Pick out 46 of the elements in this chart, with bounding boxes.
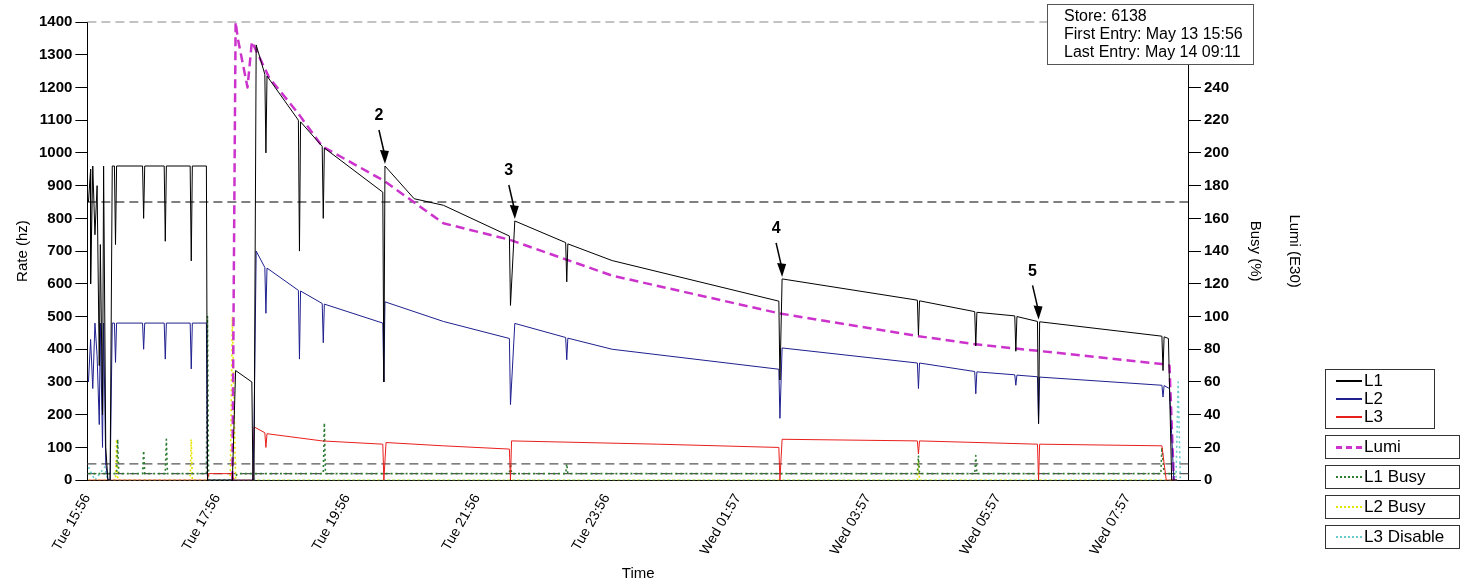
- y-tick-label: 200: [47, 404, 73, 422]
- y-tick-label: 1000: [38, 143, 73, 161]
- legend-label: L2: [1364, 389, 1383, 408]
- y-tick-label: 1400: [38, 12, 73, 30]
- y-axis-title: Rate (hz): [13, 220, 31, 282]
- annotation: Last Entry: May 14 09:11: [1064, 43, 1242, 61]
- y2-tick-label: 0: [1203, 470, 1213, 488]
- legend-label: L3 Disable: [1364, 527, 1445, 546]
- y-tick-label: 400: [47, 339, 73, 357]
- legend-label: L2 Busy: [1364, 497, 1426, 516]
- y2-tick-label: 220: [1203, 110, 1229, 128]
- y-tick-label: 800: [47, 208, 73, 226]
- annotation: Store: 6138: [1064, 7, 1148, 25]
- y-tick-label: 1300: [38, 44, 73, 62]
- y-tick-label: 1100: [39, 110, 73, 128]
- y-tick-label: 1200: [38, 77, 73, 95]
- y2-tick-label: 100: [1203, 306, 1229, 324]
- legend-label: L1 Busy: [1364, 467, 1426, 486]
- y2-axis-title: Lumi (E30): [1287, 214, 1305, 288]
- y2-tick-label: 120: [1203, 273, 1229, 291]
- y2-tick-label: 40: [1203, 404, 1221, 422]
- y-tick-label: 900: [47, 175, 73, 193]
- y2-tick-label: 140: [1203, 241, 1229, 259]
- annotation: 4: [771, 219, 781, 237]
- y-tick-label: 500: [47, 306, 73, 324]
- x-axis-title: Time: [621, 564, 655, 582]
- y-tick-label: 100: [47, 437, 73, 455]
- annotation: 3: [504, 161, 514, 179]
- y-tick-label: 300: [47, 372, 73, 390]
- y2-tick-label: 200: [1203, 143, 1229, 161]
- y-tick-label: 600: [47, 273, 73, 291]
- y-tick-label: 700: [47, 241, 73, 259]
- legend-label: Lumi: [1364, 437, 1401, 456]
- y2-tick-label: 180: [1203, 175, 1229, 193]
- legend-label: L1: [1364, 371, 1383, 390]
- y2-tick-label: 20: [1203, 437, 1221, 455]
- annotation: 2: [374, 106, 384, 124]
- y2-tick-label: 160: [1203, 208, 1229, 226]
- y2-tick-label: 60: [1203, 372, 1221, 390]
- annotation: First Entry: May 13 15:56: [1064, 25, 1243, 43]
- annotation: 5: [1028, 261, 1038, 279]
- y3-axis-title: Busy (%): [1248, 220, 1266, 282]
- y2-tick-label: 80: [1203, 339, 1221, 357]
- y-tick-label: 0: [64, 470, 73, 488]
- y2-tick-label: 240: [1203, 77, 1229, 95]
- legend-label: L3: [1364, 407, 1383, 426]
